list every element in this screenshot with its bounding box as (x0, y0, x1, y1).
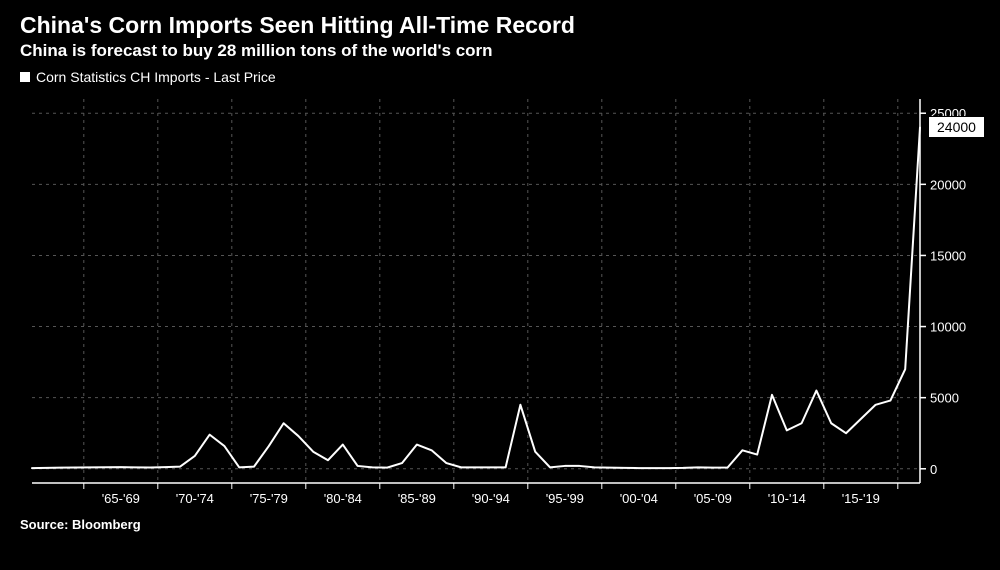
line-chart: 0500010000150002000025000'65-'69'70-'74'… (20, 91, 980, 511)
svg-text:20000: 20000 (930, 177, 966, 192)
svg-text:5000: 5000 (930, 391, 959, 406)
last-value-badge: 24000 (928, 116, 985, 138)
svg-text:'75-'79: '75-'79 (250, 491, 288, 506)
svg-text:'00-'04: '00-'04 (620, 491, 658, 506)
svg-text:'15-'19: '15-'19 (842, 491, 880, 506)
chart-area: 0500010000150002000025000'65-'69'70-'74'… (20, 91, 980, 511)
legend-marker-icon (20, 72, 30, 82)
svg-text:0: 0 (930, 462, 937, 477)
legend: Corn Statistics CH Imports - Last Price (0, 69, 1000, 91)
source-label: Source: (20, 517, 68, 532)
source-value: Bloomberg (72, 517, 141, 532)
svg-text:'80-'84: '80-'84 (324, 491, 362, 506)
chart-title: China's Corn Imports Seen Hitting All-Ti… (0, 0, 1000, 41)
chart-subtitle: China is forecast to buy 28 million tons… (0, 41, 1000, 69)
legend-label: Corn Statistics CH Imports - Last Price (36, 69, 276, 85)
svg-text:10000: 10000 (930, 320, 966, 335)
svg-text:'10-'14: '10-'14 (768, 491, 806, 506)
svg-text:'95-'99: '95-'99 (546, 491, 584, 506)
svg-text:'05-'09: '05-'09 (694, 491, 732, 506)
svg-text:'85-'89: '85-'89 (398, 491, 436, 506)
svg-text:'90-'94: '90-'94 (472, 491, 510, 506)
svg-text:'65-'69: '65-'69 (102, 491, 140, 506)
svg-text:15000: 15000 (930, 248, 966, 263)
svg-text:'70-'74: '70-'74 (176, 491, 214, 506)
source-line: Source: Bloomberg (0, 511, 1000, 532)
